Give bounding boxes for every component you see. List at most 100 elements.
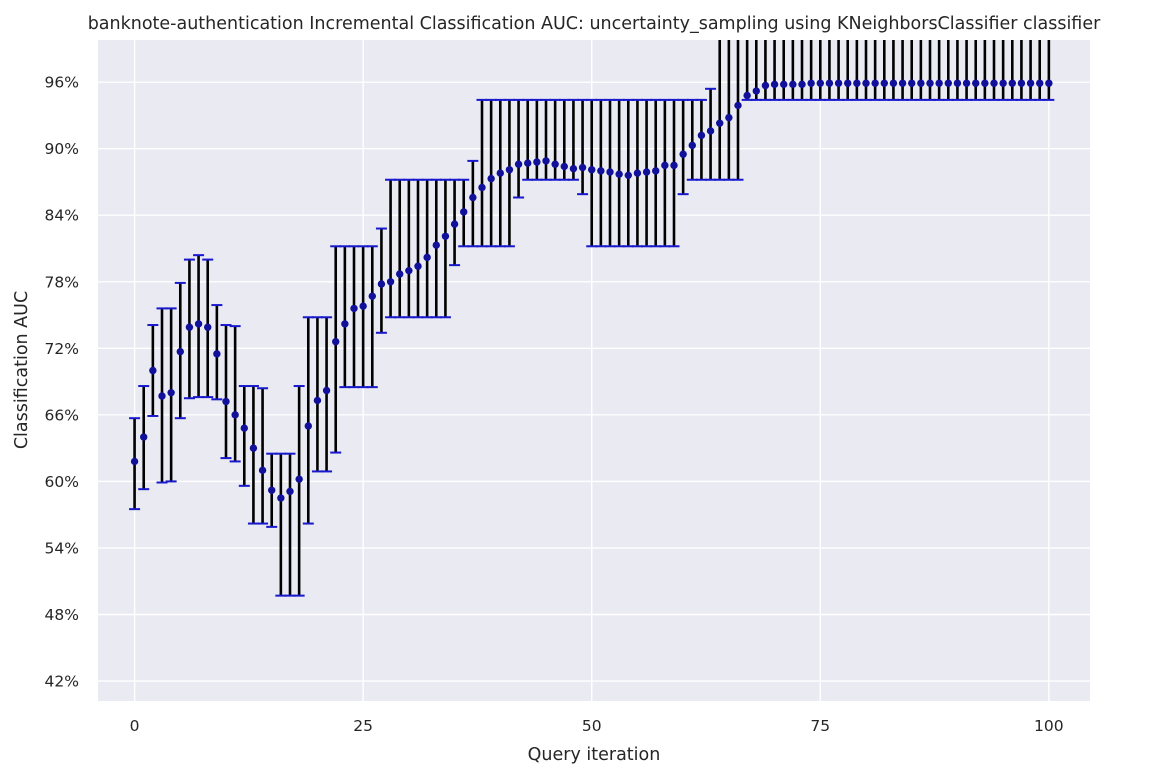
- y-tick-label: 72%: [45, 340, 79, 358]
- y-tick-labels: 42% 48% 54% 60% 66% 72% 78% 84% 90% 96%: [45, 74, 79, 691]
- data-point: [533, 158, 541, 166]
- data-point: [770, 80, 779, 89]
- data-point: [1017, 79, 1026, 87]
- data-point: [834, 79, 843, 87]
- y-tick-label: 78%: [45, 273, 79, 291]
- data-point: [414, 262, 422, 270]
- data-point: [661, 161, 669, 170]
- data-point: [588, 166, 596, 174]
- data-point: [386, 278, 395, 286]
- plot-area: [98, 40, 1090, 701]
- data-point: [569, 164, 578, 173]
- data-point: [450, 220, 459, 228]
- data-point: [204, 323, 212, 331]
- data-point: [313, 396, 322, 405]
- data-point: [460, 208, 468, 216]
- data-point: [176, 347, 184, 356]
- y-tick-label: 54%: [45, 539, 79, 557]
- data-point: [880, 79, 888, 87]
- data-point: [1026, 79, 1035, 87]
- x-tick-label: 25: [353, 717, 373, 735]
- data-point: [898, 79, 907, 87]
- data-point: [953, 79, 962, 87]
- data-point: [432, 241, 440, 249]
- y-tick-label: 42%: [45, 673, 79, 691]
- data-point: [222, 397, 230, 406]
- data-point: [853, 79, 861, 87]
- data-point: [624, 171, 632, 180]
- data-point: [231, 411, 239, 419]
- data-point: [633, 169, 642, 177]
- data-point: [798, 80, 806, 89]
- y-tick-label: 84%: [45, 207, 79, 225]
- error-bars: [133, 40, 1051, 596]
- data-point: [130, 457, 139, 466]
- data-point: [642, 168, 651, 176]
- data-point: [981, 79, 989, 87]
- data-point: [1008, 79, 1016, 87]
- data-point: [304, 422, 312, 430]
- data-point: [469, 193, 477, 202]
- data-point: [652, 167, 660, 175]
- data-point: [322, 386, 331, 395]
- data-point: [862, 79, 870, 87]
- data-point: [167, 388, 175, 397]
- data-point: [505, 166, 514, 174]
- data-point: [935, 79, 943, 87]
- data-point: [268, 486, 276, 494]
- data-point: [359, 302, 367, 310]
- data-point: [368, 292, 376, 300]
- data-point: [149, 366, 157, 375]
- data-point: [734, 101, 742, 110]
- error-bar-caps: [129, 87, 1055, 597]
- data-point: [990, 79, 998, 87]
- data-point: [158, 392, 166, 400]
- data-point: [816, 79, 824, 87]
- data-point: [341, 320, 349, 328]
- data-point: [140, 433, 148, 441]
- data-point: [706, 127, 715, 135]
- data-point: [524, 159, 532, 167]
- data-point: [871, 79, 879, 87]
- data-point: [551, 160, 559, 168]
- data-point: [240, 424, 248, 432]
- data-point: [194, 320, 203, 328]
- data-point: [396, 270, 404, 278]
- x-tick-label: 75: [810, 717, 830, 735]
- data-point: [917, 79, 925, 87]
- y-tick-label: 66%: [45, 406, 79, 424]
- data-point: [405, 266, 413, 275]
- data-point: [295, 475, 303, 483]
- data-point: [487, 174, 495, 183]
- x-tick-label: 100: [1034, 717, 1064, 735]
- grid: [98, 40, 1090, 701]
- data-point: [743, 91, 751, 100]
- data-point: [944, 79, 952, 87]
- data-point: [999, 79, 1007, 87]
- data-point: [332, 337, 340, 346]
- data-point: [908, 79, 916, 87]
- data-point: [597, 167, 605, 175]
- data-point: [807, 79, 815, 87]
- data-point: [542, 157, 550, 165]
- data-point: [789, 80, 797, 89]
- data-point: [1045, 79, 1053, 87]
- x-axis-label: Query iteration: [528, 745, 661, 765]
- x-tick-label: 0: [130, 717, 140, 735]
- data-point: [670, 161, 678, 170]
- data-point: [578, 163, 587, 172]
- data-point: [688, 141, 696, 150]
- data-point: [423, 253, 431, 262]
- data-point: [185, 323, 194, 331]
- data-point: [962, 79, 971, 87]
- y-axis-label: Classification AUC: [12, 291, 32, 449]
- data-point: [697, 131, 706, 140]
- chart-title: banknote-authentication Incremental Clas…: [88, 14, 1101, 34]
- data-point: [972, 79, 980, 87]
- data-point: [258, 466, 267, 475]
- data-point: [286, 487, 294, 496]
- data-point: [496, 169, 504, 177]
- y-tick-label: 96%: [45, 74, 79, 92]
- data-point: [249, 444, 258, 452]
